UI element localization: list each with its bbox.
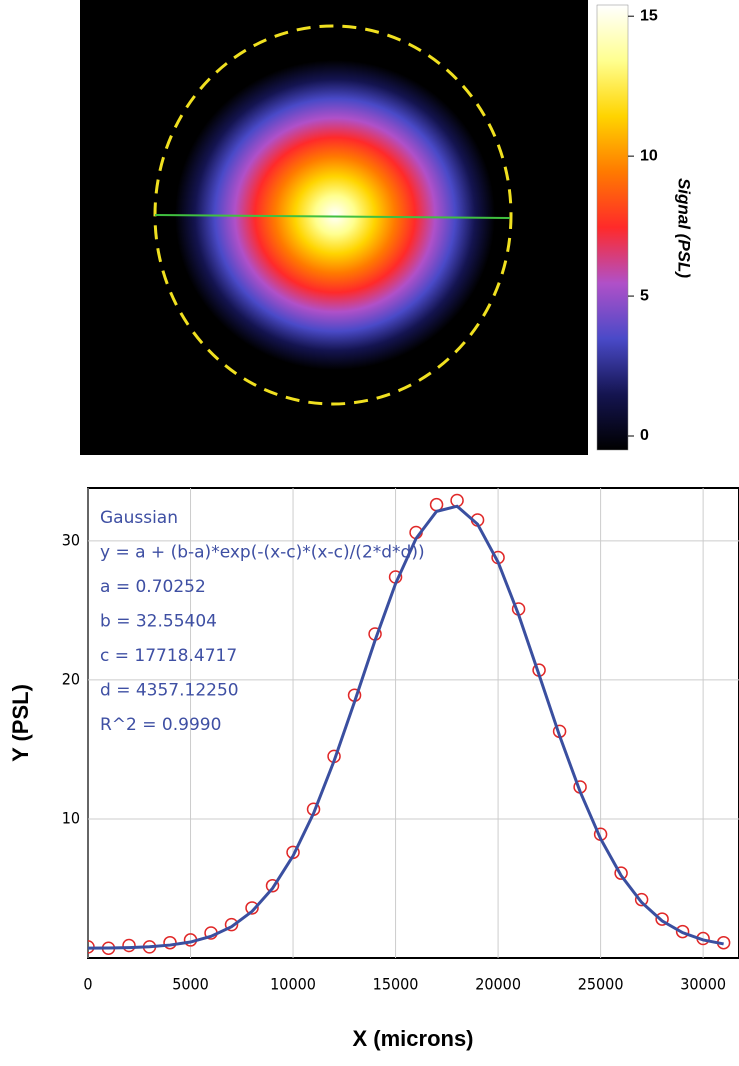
data-point bbox=[224, 917, 239, 932]
lineout-line bbox=[154, 214, 511, 219]
y-tick-label: 10 bbox=[62, 808, 80, 827]
colorbar-tick-label: 10 bbox=[640, 147, 658, 164]
x-tick-label: 10000 bbox=[270, 975, 316, 994]
fit-annotation: a = 0.70252 bbox=[100, 577, 206, 597]
data-point bbox=[675, 924, 690, 939]
x-tick-label: 0 bbox=[83, 975, 92, 994]
x-tick-label: 20000 bbox=[475, 975, 521, 994]
colorbar-tick-label: 0 bbox=[640, 427, 649, 444]
data-point bbox=[265, 878, 280, 893]
fit-annotation: d = 4357.12250 bbox=[100, 681, 239, 701]
colorbar-tick-label: 15 bbox=[640, 7, 658, 24]
y-tick-label: 20 bbox=[62, 669, 80, 688]
data-point bbox=[122, 938, 136, 953]
fit-annotation: R^2 = 0.9990 bbox=[100, 715, 221, 735]
data-point bbox=[655, 912, 669, 926]
colorbar-tick-label: 5 bbox=[640, 287, 649, 304]
x-tick-label: 5000 bbox=[172, 975, 209, 994]
data-point bbox=[614, 866, 628, 880]
plot-area bbox=[87, 487, 739, 959]
x-tick-label: 30000 bbox=[680, 975, 726, 994]
data-point bbox=[245, 901, 259, 915]
y-tick-label: 30 bbox=[62, 530, 80, 549]
fit-annotation: Gaussian bbox=[100, 508, 178, 528]
data-point bbox=[634, 892, 649, 907]
x-axis-label: X (microns) bbox=[352, 1026, 473, 1051]
fit-line bbox=[88, 504, 724, 950]
fit-annotation: c = 17718.4717 bbox=[100, 646, 237, 666]
x-tick-label: 15000 bbox=[373, 975, 419, 994]
fit-annotation: y = a + (b-a)*exp(-(x-c)*(x-c)/(2*d*d)) bbox=[100, 543, 425, 563]
fit-annotation: b = 32.55404 bbox=[100, 612, 217, 632]
colorbar-label: Signal (PSL) bbox=[675, 178, 694, 278]
x-tick-label: 25000 bbox=[578, 975, 624, 994]
beam-spot bbox=[175, 60, 495, 370]
colorbar bbox=[596, 4, 629, 451]
y-axis-label: Y (PSL) bbox=[8, 684, 33, 762]
